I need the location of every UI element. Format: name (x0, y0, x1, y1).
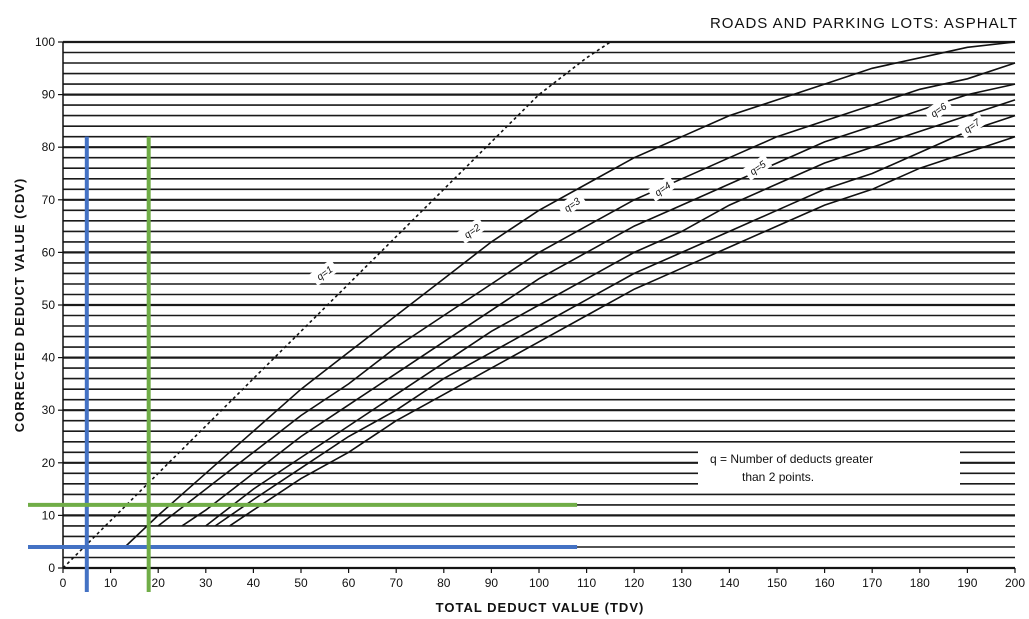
y-tick-label: 60 (42, 245, 56, 259)
y-tick-label: 80 (42, 140, 56, 154)
series-q-5 (205, 99, 1016, 527)
curve-label-bg (923, 96, 953, 123)
x-tick-label: 70 (390, 576, 404, 590)
series-layer (62, 41, 1016, 569)
x-tick-label: 80 (437, 576, 451, 590)
x-tick-label: 150 (767, 576, 787, 590)
x-tick-label: 10 (104, 576, 118, 590)
curve-label-bg (557, 191, 587, 218)
x-tick-label: 180 (910, 576, 930, 590)
y-axis-title: CORRECTED DEDUCT VALUE (CDV) (12, 178, 27, 433)
x-ticks: 0 10 20 30 40 50 60 70 80 90 100 110 120 130 140 150 160… (60, 568, 1025, 590)
x-tick-label: 0 (60, 576, 67, 590)
curve-label-bg (457, 217, 487, 244)
curve-label-bg (956, 112, 987, 139)
legend-line-2: than 2 points. (742, 470, 814, 484)
x-tick-label: 200 (1005, 576, 1025, 590)
x-tick-label: 30 (199, 576, 213, 590)
series-q-2 (124, 41, 1016, 548)
y-tick-label: 20 (42, 456, 56, 470)
x-tick-label: 40 (247, 576, 261, 590)
legend: q = Number of deducts greater than 2 poi… (698, 446, 960, 490)
curve-label-bg (309, 259, 339, 286)
legend-box (698, 446, 960, 490)
reference-lines (28, 136, 578, 592)
y-tick-label: 40 (42, 351, 56, 365)
y-tick-label: 100 (35, 35, 55, 49)
x-tick-label: 120 (624, 576, 644, 590)
y-tick-label: 30 (42, 403, 56, 417)
legend-line-1: q = Number of deducts greater (710, 452, 873, 466)
x-tick-label: 100 (529, 576, 549, 590)
series-q-3 (157, 62, 1016, 527)
x-tick-label: 130 (672, 576, 692, 590)
x-tick-label: 60 (342, 576, 356, 590)
chart-title: ROADS AND PARKING LOTS: ASPHALT (710, 15, 1018, 32)
y-tick-label: 10 (42, 508, 56, 522)
x-tick-label: 140 (719, 576, 739, 590)
series-q-4 (181, 83, 1016, 527)
series-q-1 (62, 41, 611, 569)
series-q-7 (229, 135, 1016, 527)
x-tick-label: 50 (294, 576, 308, 590)
y-tick-label: 90 (42, 88, 56, 102)
x-tick-label: 160 (815, 576, 835, 590)
x-axis-title: TOTAL DEDUCT VALUE (TDV) (436, 600, 645, 615)
x-tick-label: 20 (152, 576, 166, 590)
x-tick-label: 170 (862, 576, 882, 590)
x-tick-label: 110 (577, 576, 596, 590)
curve-label-bg (742, 154, 773, 181)
y-ticks: 0 10 20 30 40 50 60 70 80 90 100 (35, 35, 63, 575)
y-tick-label: 50 (42, 298, 56, 312)
x-tick-label: 90 (485, 576, 499, 590)
series-q-6 (214, 114, 1016, 527)
y-tick-label: 0 (48, 561, 55, 575)
curve-label-bg (647, 175, 677, 202)
y-tick-label: 70 (42, 193, 56, 207)
x-tick-label: 190 (957, 576, 977, 590)
